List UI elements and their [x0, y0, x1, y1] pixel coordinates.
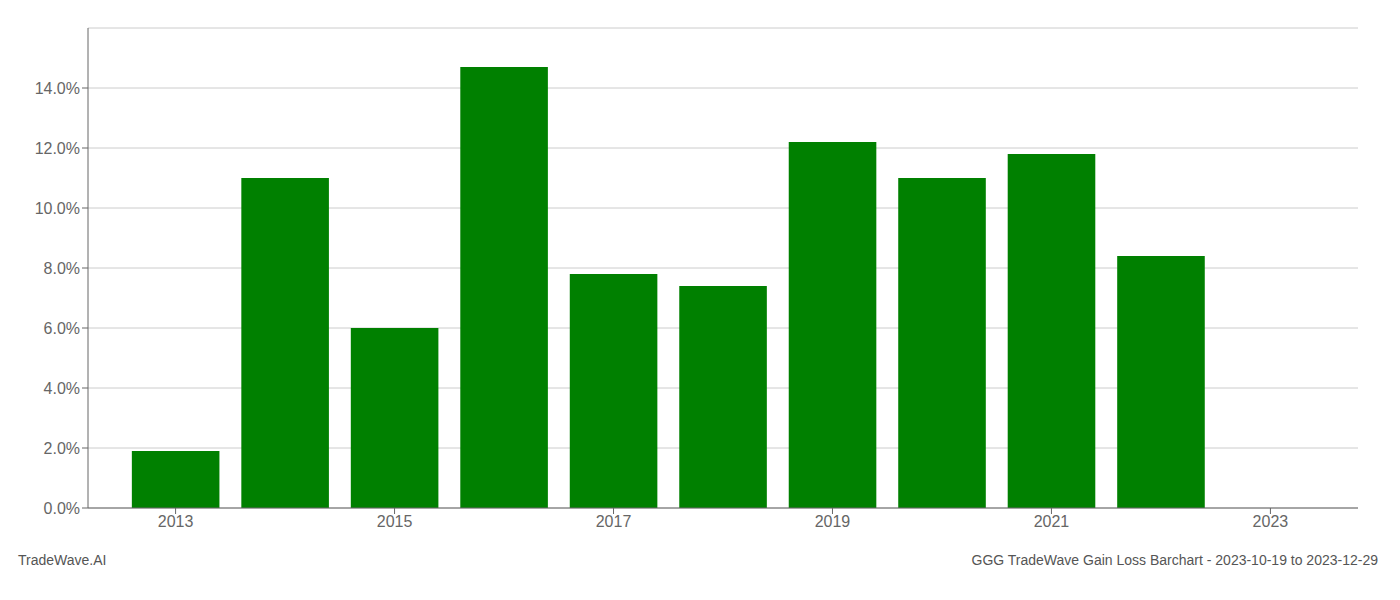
svg-text:2015: 2015: [377, 513, 413, 530]
svg-text:8.0%: 8.0%: [44, 260, 80, 277]
svg-text:2.0%: 2.0%: [44, 440, 80, 457]
svg-text:2021: 2021: [1034, 513, 1070, 530]
svg-text:10.0%: 10.0%: [35, 200, 80, 217]
svg-text:2019: 2019: [815, 513, 851, 530]
svg-text:14.0%: 14.0%: [35, 80, 80, 97]
svg-text:6.0%: 6.0%: [44, 320, 80, 337]
svg-text:4.0%: 4.0%: [44, 380, 80, 397]
svg-text:2023: 2023: [1253, 513, 1289, 530]
html-text:GGG TradeWave Gain Loss Barcha: GGG TradeWave Gain Loss Barchart - 2023-…: [971, 552, 1378, 568]
svg-text:2013: 2013: [158, 513, 194, 530]
svg-text:12.0%: 12.0%: [35, 140, 80, 157]
svg-text:0.0%: 0.0%: [44, 500, 80, 517]
html-text:TradeWave.AI: TradeWave.AI: [18, 552, 107, 568]
svg-text:2017: 2017: [596, 513, 632, 530]
